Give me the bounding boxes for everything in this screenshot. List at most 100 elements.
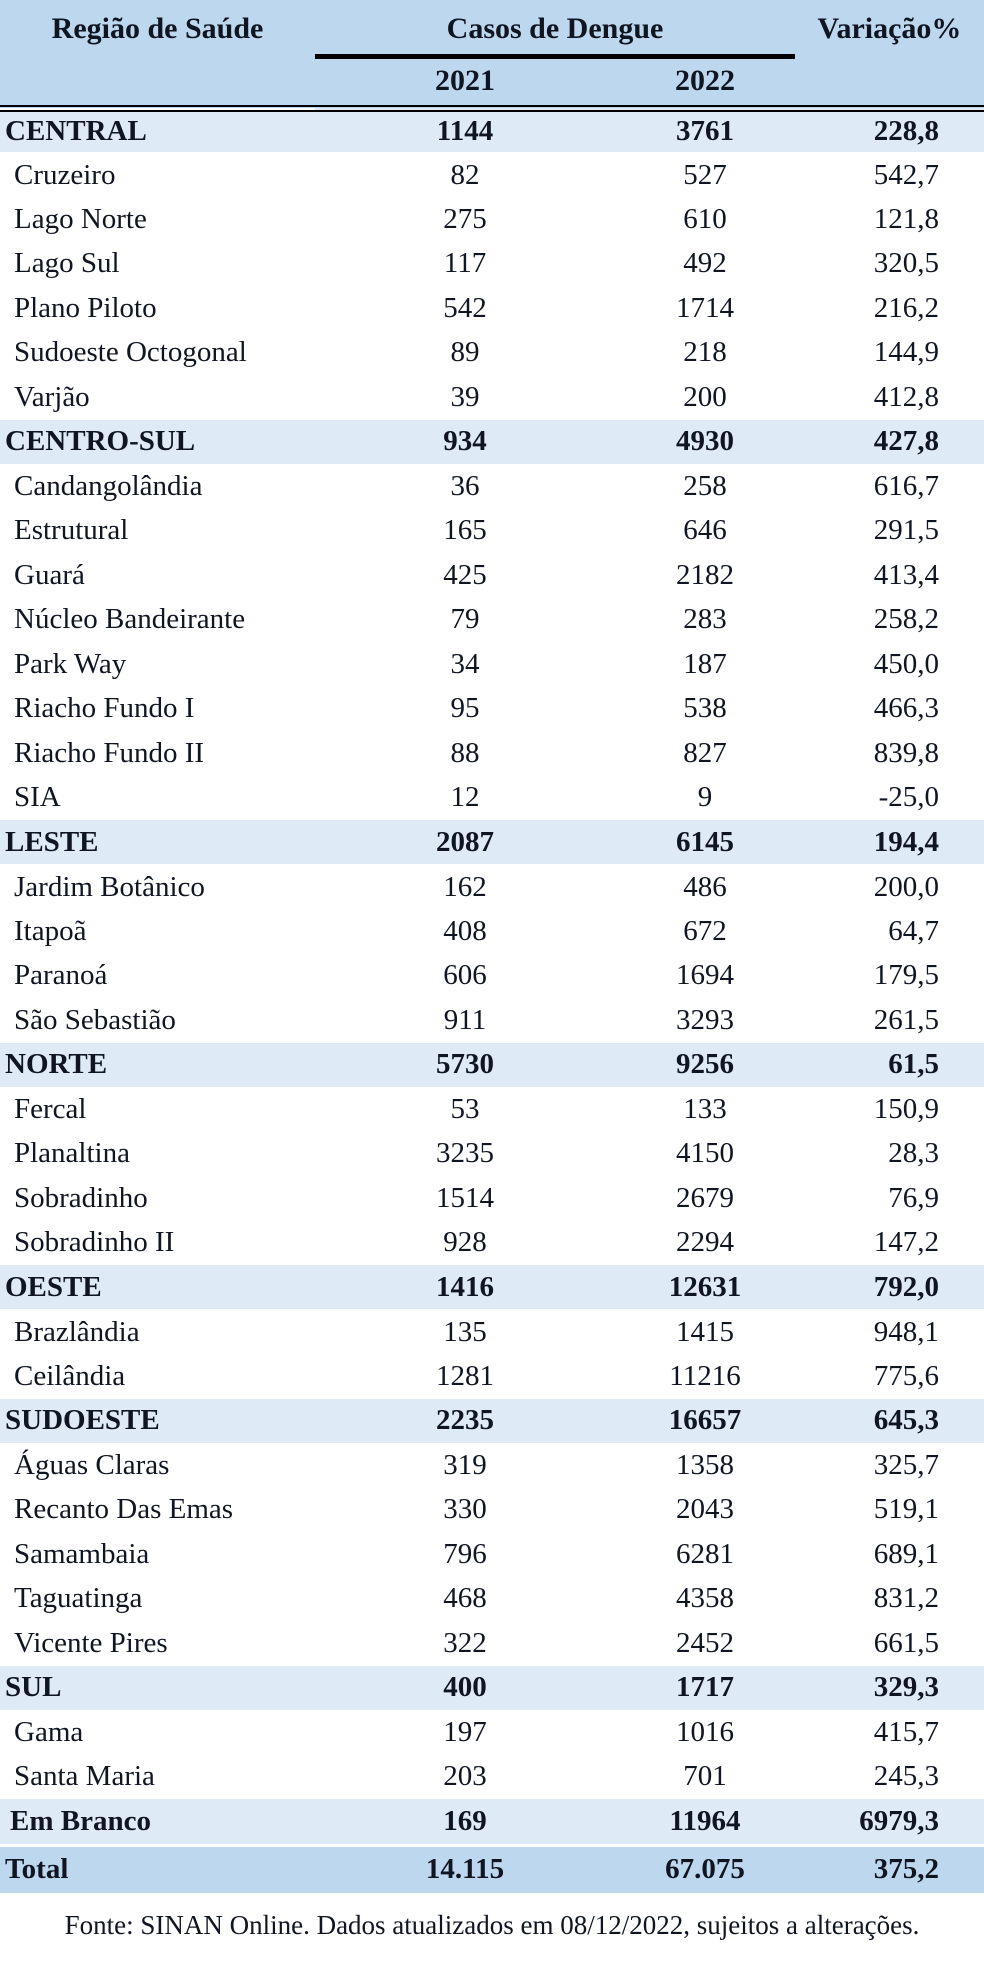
cases-2022-cell: 1694: [615, 953, 795, 998]
cases-2022-cell: 11216: [615, 1354, 795, 1399]
table-row-em-branco: Em Branco 169 11964 6979,3: [0, 1799, 984, 1845]
cases-2021-cell: 165: [315, 508, 615, 553]
cases-2022-cell: 492: [615, 241, 795, 286]
cases-2022-cell: 6281: [615, 1532, 795, 1577]
cases-2021-cell: 1514: [315, 1176, 615, 1221]
cases-2021-cell: 82: [315, 152, 615, 197]
cases-2021-cell: 2087: [315, 820, 615, 865]
cases-2021-cell: 89: [315, 330, 615, 375]
cases-2021-cell: 934: [315, 419, 615, 465]
variation-cell: 329,3: [795, 1665, 984, 1711]
variation-cell: 375,2: [795, 1843, 984, 1893]
table-row-santa-maria: Santa Maria 203 701 245,3: [0, 1754, 984, 1799]
variation-cell: -25,0: [795, 775, 984, 820]
table-row-oeste: OESTE 1416 12631 792,0: [0, 1265, 984, 1310]
cases-2022-cell: 3761: [615, 108, 795, 153]
cases-2022-cell: 3293: [615, 998, 795, 1043]
table-row-planaltina: Planaltina 3235 4150 28,3: [0, 1131, 984, 1176]
table-row-norte: NORTE 5730 9256 61,5: [0, 1042, 984, 1088]
region-name-cell: Núcleo Bandeirante: [0, 597, 315, 642]
variation-cell: 144,9: [795, 330, 984, 375]
table-row-aguas-claras: Águas Claras 319 1358 325,7: [0, 1443, 984, 1488]
col-header-region: Região de Saúde: [0, 0, 315, 112]
region-name-cell: SUDOESTE: [0, 1398, 315, 1444]
cases-2022-cell: 2679: [615, 1176, 795, 1221]
cases-2022-cell: 2294: [615, 1220, 795, 1265]
table-row-sudoeste: SUDOESTE 2235 16657 645,3: [0, 1398, 984, 1444]
table-row-brazlandia: Brazlândia 135 1415 948,1: [0, 1309, 984, 1354]
cases-2022-cell: 9: [615, 775, 795, 820]
variation-cell: 61,5: [795, 1042, 984, 1088]
region-name-cell: SIA: [0, 775, 315, 820]
region-name-cell: Brazlândia: [0, 1309, 315, 1354]
region-name-cell: NORTE: [0, 1042, 315, 1088]
variation-cell: 320,5: [795, 241, 984, 286]
region-name-cell: Em Branco: [0, 1799, 315, 1845]
cases-2022-cell: 283: [615, 597, 795, 642]
table-row-ceilandia: Ceilândia 1281 11216 775,6: [0, 1354, 984, 1399]
variation-cell: 415,7: [795, 1710, 984, 1755]
cases-2021-cell: 117: [315, 241, 615, 286]
table-row-nucleo-bandeirante: Núcleo Bandeirante 79 283 258,2: [0, 597, 984, 642]
region-name-cell: OESTE: [0, 1265, 315, 1310]
cases-2021-cell: 79: [315, 597, 615, 642]
col-header-variation: Variação%: [795, 0, 984, 112]
table-row-sobradinho: Sobradinho 1514 2679 76,9: [0, 1176, 984, 1221]
cases-2022-cell: 16657: [615, 1398, 795, 1444]
cases-2021-cell: 95: [315, 686, 615, 731]
table-row-sia: SIA 12 9 -25,0: [0, 775, 984, 820]
cases-2022-cell: 827: [615, 731, 795, 776]
region-name-cell: Ceilândia: [0, 1354, 315, 1399]
variation-cell: 839,8: [795, 731, 984, 776]
region-name-cell: Gama: [0, 1710, 315, 1755]
variation-cell: 200,0: [795, 864, 984, 909]
variation-cell: 831,2: [795, 1576, 984, 1621]
variation-cell: 412,8: [795, 375, 984, 420]
cases-2022-cell: 9256: [615, 1042, 795, 1088]
cases-2021-cell: 319: [315, 1443, 615, 1488]
region-name-cell: Candangolândia: [0, 464, 315, 509]
cases-2021-cell: 39: [315, 375, 615, 420]
cases-2022-cell: 67.075: [615, 1843, 795, 1893]
region-name-cell: Riacho Fundo I: [0, 686, 315, 731]
variation-cell: 64,7: [795, 909, 984, 954]
region-name-cell: Fercal: [0, 1087, 315, 1132]
table-row-jardim-botanico: Jardim Botânico 162 486 200,0: [0, 864, 984, 909]
variation-cell: 792,0: [795, 1265, 984, 1310]
region-name-cell: Taguatinga: [0, 1576, 315, 1621]
table-row-itapoa: Itapoã 408 672 64,7: [0, 909, 984, 954]
region-name-cell: Guará: [0, 553, 315, 598]
variation-cell: 150,9: [795, 1087, 984, 1132]
table-row-riacho-fundo-ii: Riacho Fundo II 88 827 839,8: [0, 731, 984, 776]
table-row-candangolandia: Candangolândia 36 258 616,7: [0, 464, 984, 509]
cases-2021-cell: 928: [315, 1220, 615, 1265]
region-name-cell: Vicente Pires: [0, 1621, 315, 1666]
variation-cell: 291,5: [795, 508, 984, 553]
variation-cell: 413,4: [795, 553, 984, 598]
cases-2021-cell: 2235: [315, 1398, 615, 1444]
region-name-cell: Águas Claras: [0, 1443, 315, 1488]
cases-2022-cell: 1016: [615, 1710, 795, 1755]
variation-cell: 466,3: [795, 686, 984, 731]
variation-cell: 775,6: [795, 1354, 984, 1399]
table-row-estrutural: Estrutural 165 646 291,5: [0, 508, 984, 553]
region-name-cell: CENTRO-SUL: [0, 419, 315, 465]
cases-2021-cell: 162: [315, 864, 615, 909]
cases-2021-cell: 14.115: [315, 1843, 615, 1893]
cases-2022-cell: 486: [615, 864, 795, 909]
region-name-cell: Park Way: [0, 642, 315, 687]
cases-2021-cell: 606: [315, 953, 615, 998]
variation-cell: 519,1: [795, 1487, 984, 1532]
table-row-park-way: Park Way 34 187 450,0: [0, 642, 984, 687]
cases-2021-cell: 1416: [315, 1265, 615, 1310]
table-row-gama: Gama 197 1016 415,7: [0, 1710, 984, 1755]
table-body: CENTRAL 1144 3761 228,8 Cruzeiro 82 527 …: [0, 108, 984, 1893]
cases-2021-cell: 468: [315, 1576, 615, 1621]
cases-2022-cell: 258: [615, 464, 795, 509]
variation-cell: 258,2: [795, 597, 984, 642]
table-row-vicente-pires: Vicente Pires 322 2452 661,5: [0, 1621, 984, 1666]
region-name-cell: Riacho Fundo II: [0, 731, 315, 776]
region-name-cell: Lago Sul: [0, 241, 315, 286]
table-row-lago-norte: Lago Norte 275 610 121,8: [0, 197, 984, 242]
table-row-central: CENTRAL 1144 3761 228,8: [0, 108, 984, 153]
